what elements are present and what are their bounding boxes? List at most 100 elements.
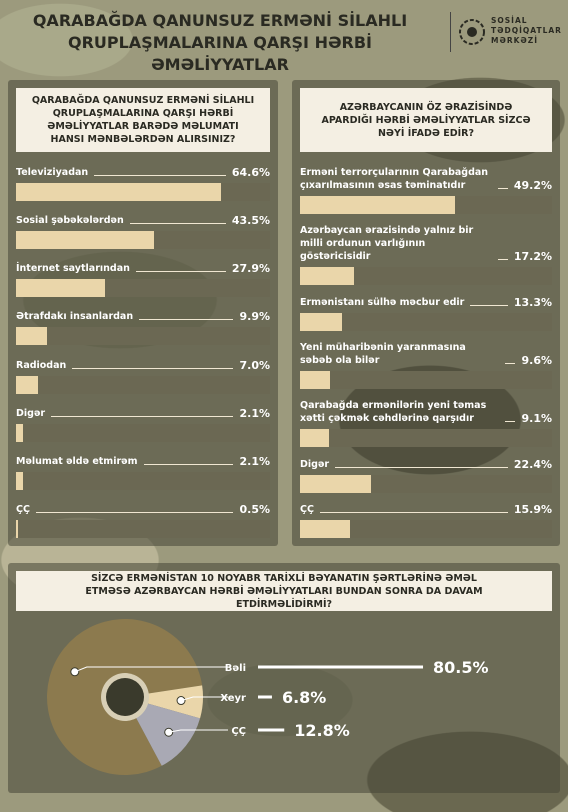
bar-row: Yeni müharibənin yaranmasına səbəb ola b…	[300, 341, 552, 389]
bar	[300, 312, 342, 331]
category-label: Ətrafdakı insanlardan	[16, 311, 134, 323]
panel: SİZCƏ ERMƏNİSTAN 10 NOYABR TARİXLİ BƏYAN…	[8, 563, 560, 793]
bar	[300, 474, 371, 493]
row-label: ÇÇ 0.5%	[16, 503, 270, 516]
bar-row: Məlumat əldə etmirəm 2.1%	[16, 455, 270, 490]
category-label: Televiziyadan	[16, 167, 89, 178]
value-label: 43.5%	[231, 214, 270, 228]
panel: AZƏRBAYCANIN ÖZ ƏRAZİSİNDƏ APARDIĞI HƏRB…	[292, 80, 560, 546]
leader-line	[35, 511, 234, 513]
bar-track	[16, 423, 270, 442]
bar-track	[300, 429, 552, 448]
leader-line	[72, 367, 234, 369]
bar-track	[16, 279, 270, 298]
value-bar	[258, 728, 285, 732]
bar	[16, 183, 222, 201]
bar-row: Digər 2.1%	[16, 407, 270, 442]
pie-slice	[125, 697, 201, 766]
bar-row: Digər 22.4%	[300, 458, 552, 493]
row-label: Ermənistanı sülhə məcbur edir 13.3%	[300, 296, 552, 309]
logo-text: SOSİAL TƏDQİQATLAR MƏRKƏZİ	[491, 16, 562, 46]
bar	[300, 429, 329, 448]
bar	[300, 519, 351, 538]
row-label: İnternet saytlarından 27.9%	[16, 262, 270, 275]
leader-line	[497, 188, 508, 189]
bar-row: Azərbaycan ərazisində yalnız bir milli o…	[300, 224, 552, 286]
bar-list: Erməni terrorçularının Qarabağdan çıxarı…	[300, 166, 552, 538]
category-label: Digər	[16, 407, 46, 419]
leader-line	[94, 175, 226, 176]
row-label: Radiodan 7.0%	[16, 359, 270, 372]
category-label: Bəli	[225, 663, 246, 674]
logo: SOSİAL TƏDQİQATLAR MƏRKƏZİ	[450, 12, 561, 52]
title-line: QARABAĞDA QANUNSUZ ERMƏNİ SİLAHLI	[32, 11, 408, 30]
bar-track	[300, 370, 552, 389]
leader-line	[51, 415, 234, 417]
leader-line	[335, 466, 508, 468]
value-label: 9.6%	[521, 353, 552, 367]
bar-row: Ətrafdakı insanlardan 9.9%	[16, 310, 270, 346]
bar	[16, 519, 18, 538]
value-label: 12.8%	[294, 721, 350, 740]
value-label: 64.6%	[231, 166, 270, 179]
bar	[16, 327, 48, 346]
bar	[300, 370, 331, 389]
pie-chart: Bəli 80.5% Xeyr 6.8% ÇÇ 12.8%	[47, 619, 489, 775]
bar	[300, 196, 455, 214]
value-label: 7.0%	[239, 358, 270, 372]
bar-track	[16, 375, 270, 394]
logo-icon	[459, 19, 485, 45]
category-label: ÇÇ	[231, 726, 246, 737]
bar-track	[16, 183, 270, 201]
category-label: ÇÇ	[300, 503, 314, 515]
bar	[16, 375, 39, 394]
value-label: 49.2%	[513, 179, 552, 192]
value-label: 2.1%	[239, 454, 270, 468]
panel-title: AZƏRBAYCANIN ÖZ ƏRAZİSİNDƏ APARDIĞI HƏRB…	[300, 88, 552, 152]
value-label: 22.4%	[513, 457, 552, 471]
bar-row: Erməni terrorçularının Qarabağdan çıxarı…	[300, 166, 552, 214]
row-label: Məlumat əldə etmirəm 2.1%	[16, 455, 270, 468]
category-label: Ermənistanı sülhə məcbur edir	[300, 296, 465, 308]
category-label: Qarabağda ermənilərin yeni təmas xətti ç…	[300, 400, 487, 425]
bar	[16, 231, 155, 250]
title-line: QRUPLAŞMALARINA QARŞI HƏRBİ ƏMƏLİYYATLAR	[67, 33, 373, 74]
row-label: Azərbaycan ərazisində yalnız bir milli o…	[300, 224, 552, 263]
leader-line	[497, 259, 508, 261]
page-title: QARABAĞDA QANUNSUZ ERMƏNİ SİLAHLI QRUPLA…	[10, 10, 430, 76]
row-label: Digər 22.4%	[300, 458, 552, 471]
bar-row: Ermənistanı sülhə məcbur edir 13.3%	[300, 296, 552, 331]
leader-line	[319, 511, 508, 513]
category-label: Yeni müharibənin yaranmasına səbəb ola b…	[300, 341, 466, 366]
value-label: 80.5%	[433, 658, 489, 677]
bar-row: Qarabağda ermənilərin yeni təmas xətti ç…	[300, 399, 552, 448]
leader-dot	[164, 727, 174, 737]
panel-title: QARABAĞDA QANUNSUZ ERMƏNİ SİLAHLI QRUPLA…	[16, 88, 270, 152]
leader-line	[135, 271, 226, 273]
value-label: 15.9%	[513, 502, 552, 516]
row-label: Digər 2.1%	[16, 407, 270, 420]
row-label: Yeni müharibənin yaranmasına səbəb ola b…	[300, 341, 552, 367]
bar-list: Televiziyadan 64.6% Sosial şəbəkələrdən 43.…	[16, 166, 270, 538]
category-label: Xeyr	[220, 693, 246, 704]
category-label: ÇÇ	[16, 503, 30, 515]
row-label: ÇÇ 15.9%	[300, 503, 552, 516]
bar-row: Radiodan 7.0%	[16, 359, 270, 394]
row-label: Ətrafdakı insanlardan 9.9%	[16, 310, 270, 323]
category-label: Digər	[300, 458, 330, 470]
value-label: 27.9%	[231, 262, 270, 276]
row-label: Sosial şəbəkələrdən 43.5%	[16, 214, 270, 227]
bar-track	[300, 196, 552, 214]
bar-row: Televiziyadan 64.6%	[16, 166, 270, 201]
bar	[16, 423, 23, 442]
row-label: Qarabağda ermənilərin yeni təmas xətti ç…	[300, 399, 552, 425]
leader-line	[139, 319, 234, 321]
bar-row: Sosial şəbəkələrdən 43.5%	[16, 214, 270, 250]
category-label: İnternet saytlarından	[16, 263, 130, 275]
bar-row: İnternet saytlarından 27.9%	[16, 262, 270, 298]
leader-line	[180, 696, 228, 702]
leader-line	[143, 463, 234, 465]
value-bar	[258, 695, 272, 699]
category-label: Erməni terrorçularının Qarabağdan çıxarı…	[300, 167, 489, 191]
